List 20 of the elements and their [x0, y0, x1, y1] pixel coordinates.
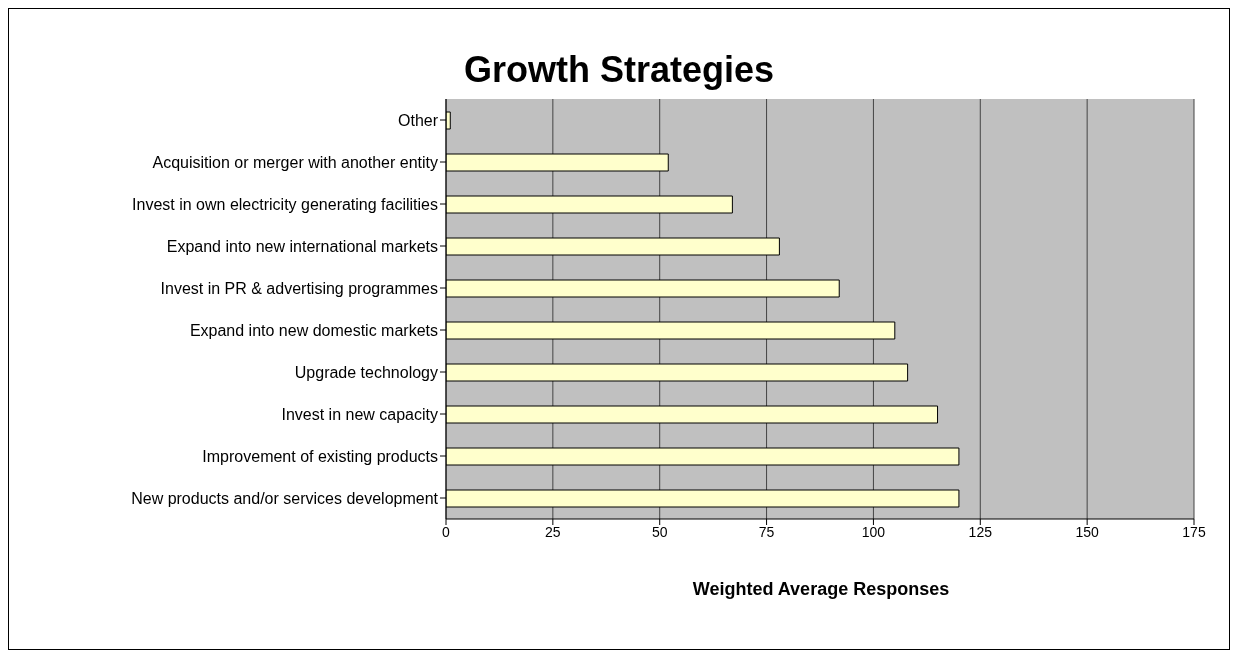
y-tick-label: Other	[397, 111, 439, 129]
y-tick-label: Improvement of existing products	[202, 447, 438, 465]
y-tick-label: New products and/or services development	[131, 489, 439, 507]
x-tick-label: 175	[1182, 523, 1206, 540]
x-tick-label: 50	[651, 523, 668, 540]
x-tick-label: 0	[442, 523, 451, 540]
x-axis-title: Weighted Average Responses	[691, 579, 951, 600]
x-tick-label: 150	[1075, 523, 1100, 540]
x-tick-label: 25	[545, 523, 561, 540]
y-tick-label: Invest in PR & advertising programmes	[160, 279, 438, 297]
x-tick-label: 100	[861, 523, 886, 540]
x-tick-label: 75	[758, 523, 775, 540]
y-tick-label: Invest in own electricity generating facilities	[132, 195, 438, 213]
y-tick-label: Acquisition or merger with another entity	[152, 153, 438, 171]
y-tick-label: Expand into new domestic markets	[189, 321, 438, 339]
x-tick-label: 125	[968, 523, 993, 540]
chart-title: Growth Strategies	[462, 49, 776, 91]
y-tick-label: Upgrade technology	[294, 363, 438, 381]
y-tick-label: Expand into new international markets	[166, 237, 438, 255]
y-tick-label: Invest in new capacity	[281, 405, 438, 423]
